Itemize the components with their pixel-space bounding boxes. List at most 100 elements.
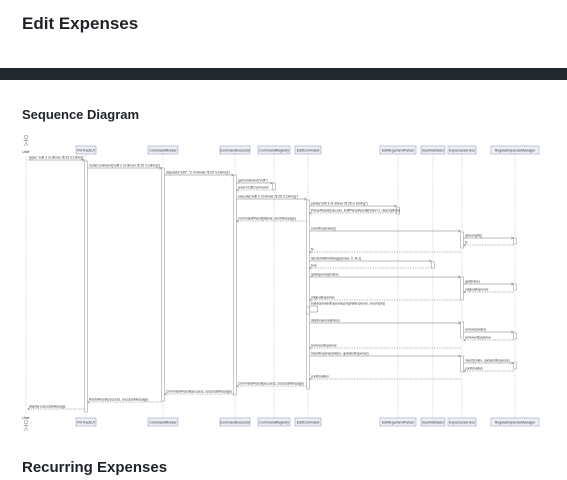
return-message: originalExpense: [309, 296, 461, 302]
participant-box: FinTrackUI: [75, 417, 97, 427]
section-title-recurring-expenses: Recurring Expenses: [22, 459, 168, 476]
activation-bar: [513, 237, 517, 245]
activation-bar: [460, 321, 464, 339]
participant-label: CommandRouter: [149, 148, 177, 152]
call-message: getExpense(index): [309, 273, 461, 279]
return-message: RouteResult(success, successMessage): [87, 398, 162, 404]
participant-label: InputValidator: [422, 148, 445, 152]
call-message: parse("edit 2 /d dinner /$ 25 /c Dining"…: [309, 202, 397, 208]
message-label: ParseResult(success, EditParseResult(ind…: [311, 209, 400, 213]
participant-box: EditArgumentParser: [379, 417, 417, 427]
return-message: true: [309, 264, 432, 270]
participant-label: CommandRouter: [149, 420, 177, 424]
participant-box: CommandRegistry: [257, 417, 291, 427]
return-message: originalExpense: [463, 288, 514, 294]
participant-label: EditArgumentParser: [382, 420, 415, 424]
participant-label: CommandExecutor: [220, 148, 252, 152]
message-label: getExpense(index): [311, 273, 339, 277]
activation-bar: [513, 283, 517, 291]
message-label: isIndexWithinRange(index, 0, N-1): [311, 257, 361, 261]
actor-label: User: [22, 150, 30, 154]
participant-box: InputValidator: [420, 145, 446, 155]
participant-box: CommandExecutor: [220, 417, 251, 427]
message-label: N: [465, 241, 468, 245]
activation-bar: [161, 167, 165, 402]
actor-label: User: [22, 416, 30, 420]
activation-bar: [396, 206, 400, 215]
participant-box: ExpenseService: [447, 417, 477, 427]
activation-bar: [306, 199, 310, 390]
activation-bar: [233, 174, 237, 396]
activation-bar: [84, 160, 88, 413]
section-title-sequence-diagram: Sequence Diagram: [22, 107, 140, 122]
activation-bar: [460, 231, 464, 249]
participant-box: RegularExpenseManager: [490, 145, 540, 155]
participant-box: EditCommand: [294, 145, 322, 155]
activation-bar: [431, 261, 435, 269]
message-label: CommandResult(success, successMessage): [238, 382, 304, 386]
message-label: skipExpense(index): [311, 319, 340, 323]
message-label: buildUpdatedExpense(originalExpense, rec…: [311, 302, 385, 306]
message-label: remove(index): [465, 328, 486, 332]
message-label: removedExpense: [311, 344, 337, 348]
message-label: routeCommand("edit 2 /d dinner /$ 25 /c …: [89, 164, 160, 168]
message-label: removedExpense: [465, 336, 491, 340]
participant-box: RegularExpenseManager: [490, 417, 540, 427]
return-message: display successMessage: [27, 405, 85, 411]
message-label: dispatch("edit", "2 /d dinner /$ 25 /c D…: [166, 171, 230, 175]
message-label: insert(index, updatedExpense): [465, 359, 510, 363]
message-label: originalExpense: [465, 288, 489, 292]
participant-label: EditCommand: [297, 420, 320, 424]
participant-box: CommandRegistry: [257, 145, 291, 155]
call-message: types "edit 2 /d dinner /$ 25 /c Dining": [27, 156, 85, 162]
call-message: getLength(): [463, 234, 514, 240]
return-message: CommandResult(failure, errorMessage): [236, 217, 307, 223]
message-label: parse("edit 2 /d dinner /$ 25 /c Dining"…: [311, 202, 368, 206]
message-label: getCommand("edit"): [238, 179, 268, 183]
participant-label: EditCommand: [297, 148, 320, 152]
return-message: return EditCommand: [236, 186, 273, 192]
message-label: getLength(): [465, 234, 482, 238]
message-label: N: [311, 248, 314, 252]
activation-bar: [460, 355, 464, 373]
divider-bar: [0, 68, 567, 80]
message-label: confirmation: [311, 375, 329, 379]
participant-box: CommandExecutor: [220, 145, 252, 155]
message-label: confirmation: [465, 367, 483, 371]
participant-label: RegularExpenseManager: [495, 148, 537, 152]
message-label: display successMessage: [29, 405, 66, 409]
message-label: return EditCommand: [238, 186, 269, 190]
message-label: originalExpense: [311, 296, 335, 300]
call-message: insert(index, updatedExpense): [463, 359, 514, 365]
call-message: remove(index): [463, 328, 514, 334]
participant-label: InputValidator: [422, 420, 445, 424]
return-message: confirmation: [309, 375, 461, 381]
participant-box: CommandRouter: [147, 145, 179, 155]
return-message: CommandResult(success, successMessage): [164, 390, 234, 396]
call-message: dispatch("edit", "2 /d dinner /$ 25 /c D…: [164, 171, 234, 177]
return-message: N: [463, 241, 514, 247]
message-label: RouteResult(success, successMessage): [89, 398, 148, 402]
participant-label: FinTrackUI: [77, 148, 94, 152]
call-message: get(index): [463, 280, 514, 286]
activation-bar: [306, 306, 310, 315]
participant-box: CommandRouter: [147, 417, 179, 427]
message-label: countExpenses(): [311, 227, 336, 231]
activation-bar: [513, 332, 517, 340]
call-message: getCommand("edit"): [236, 179, 273, 185]
message-label: CommandResult(success, successMessage): [166, 390, 232, 394]
message-label: insertExpense(index, updatedExpense): [311, 352, 369, 356]
call-message: skipExpense(index): [309, 319, 461, 325]
participant-box: EditArgumentParser: [379, 145, 417, 155]
activation-bar: [513, 361, 517, 370]
return-message: removedExpense: [463, 336, 514, 342]
message-label: execute("edit 2 /d dinner /$ 25 /c Dinin…: [238, 195, 298, 199]
participant-box: ExpenseService: [447, 145, 477, 155]
activation-bar: [272, 182, 276, 191]
return-message: ParseResult(success, EditParseResult(ind…: [309, 209, 400, 215]
call-message: isIndexWithinRange(index, 0, N-1): [309, 257, 432, 263]
message-label: true: [311, 264, 317, 268]
call-message: insertExpense(index, updatedExpense): [309, 352, 461, 358]
actor-figure: User: [22, 134, 31, 154]
actor-figure: User: [22, 416, 31, 432]
